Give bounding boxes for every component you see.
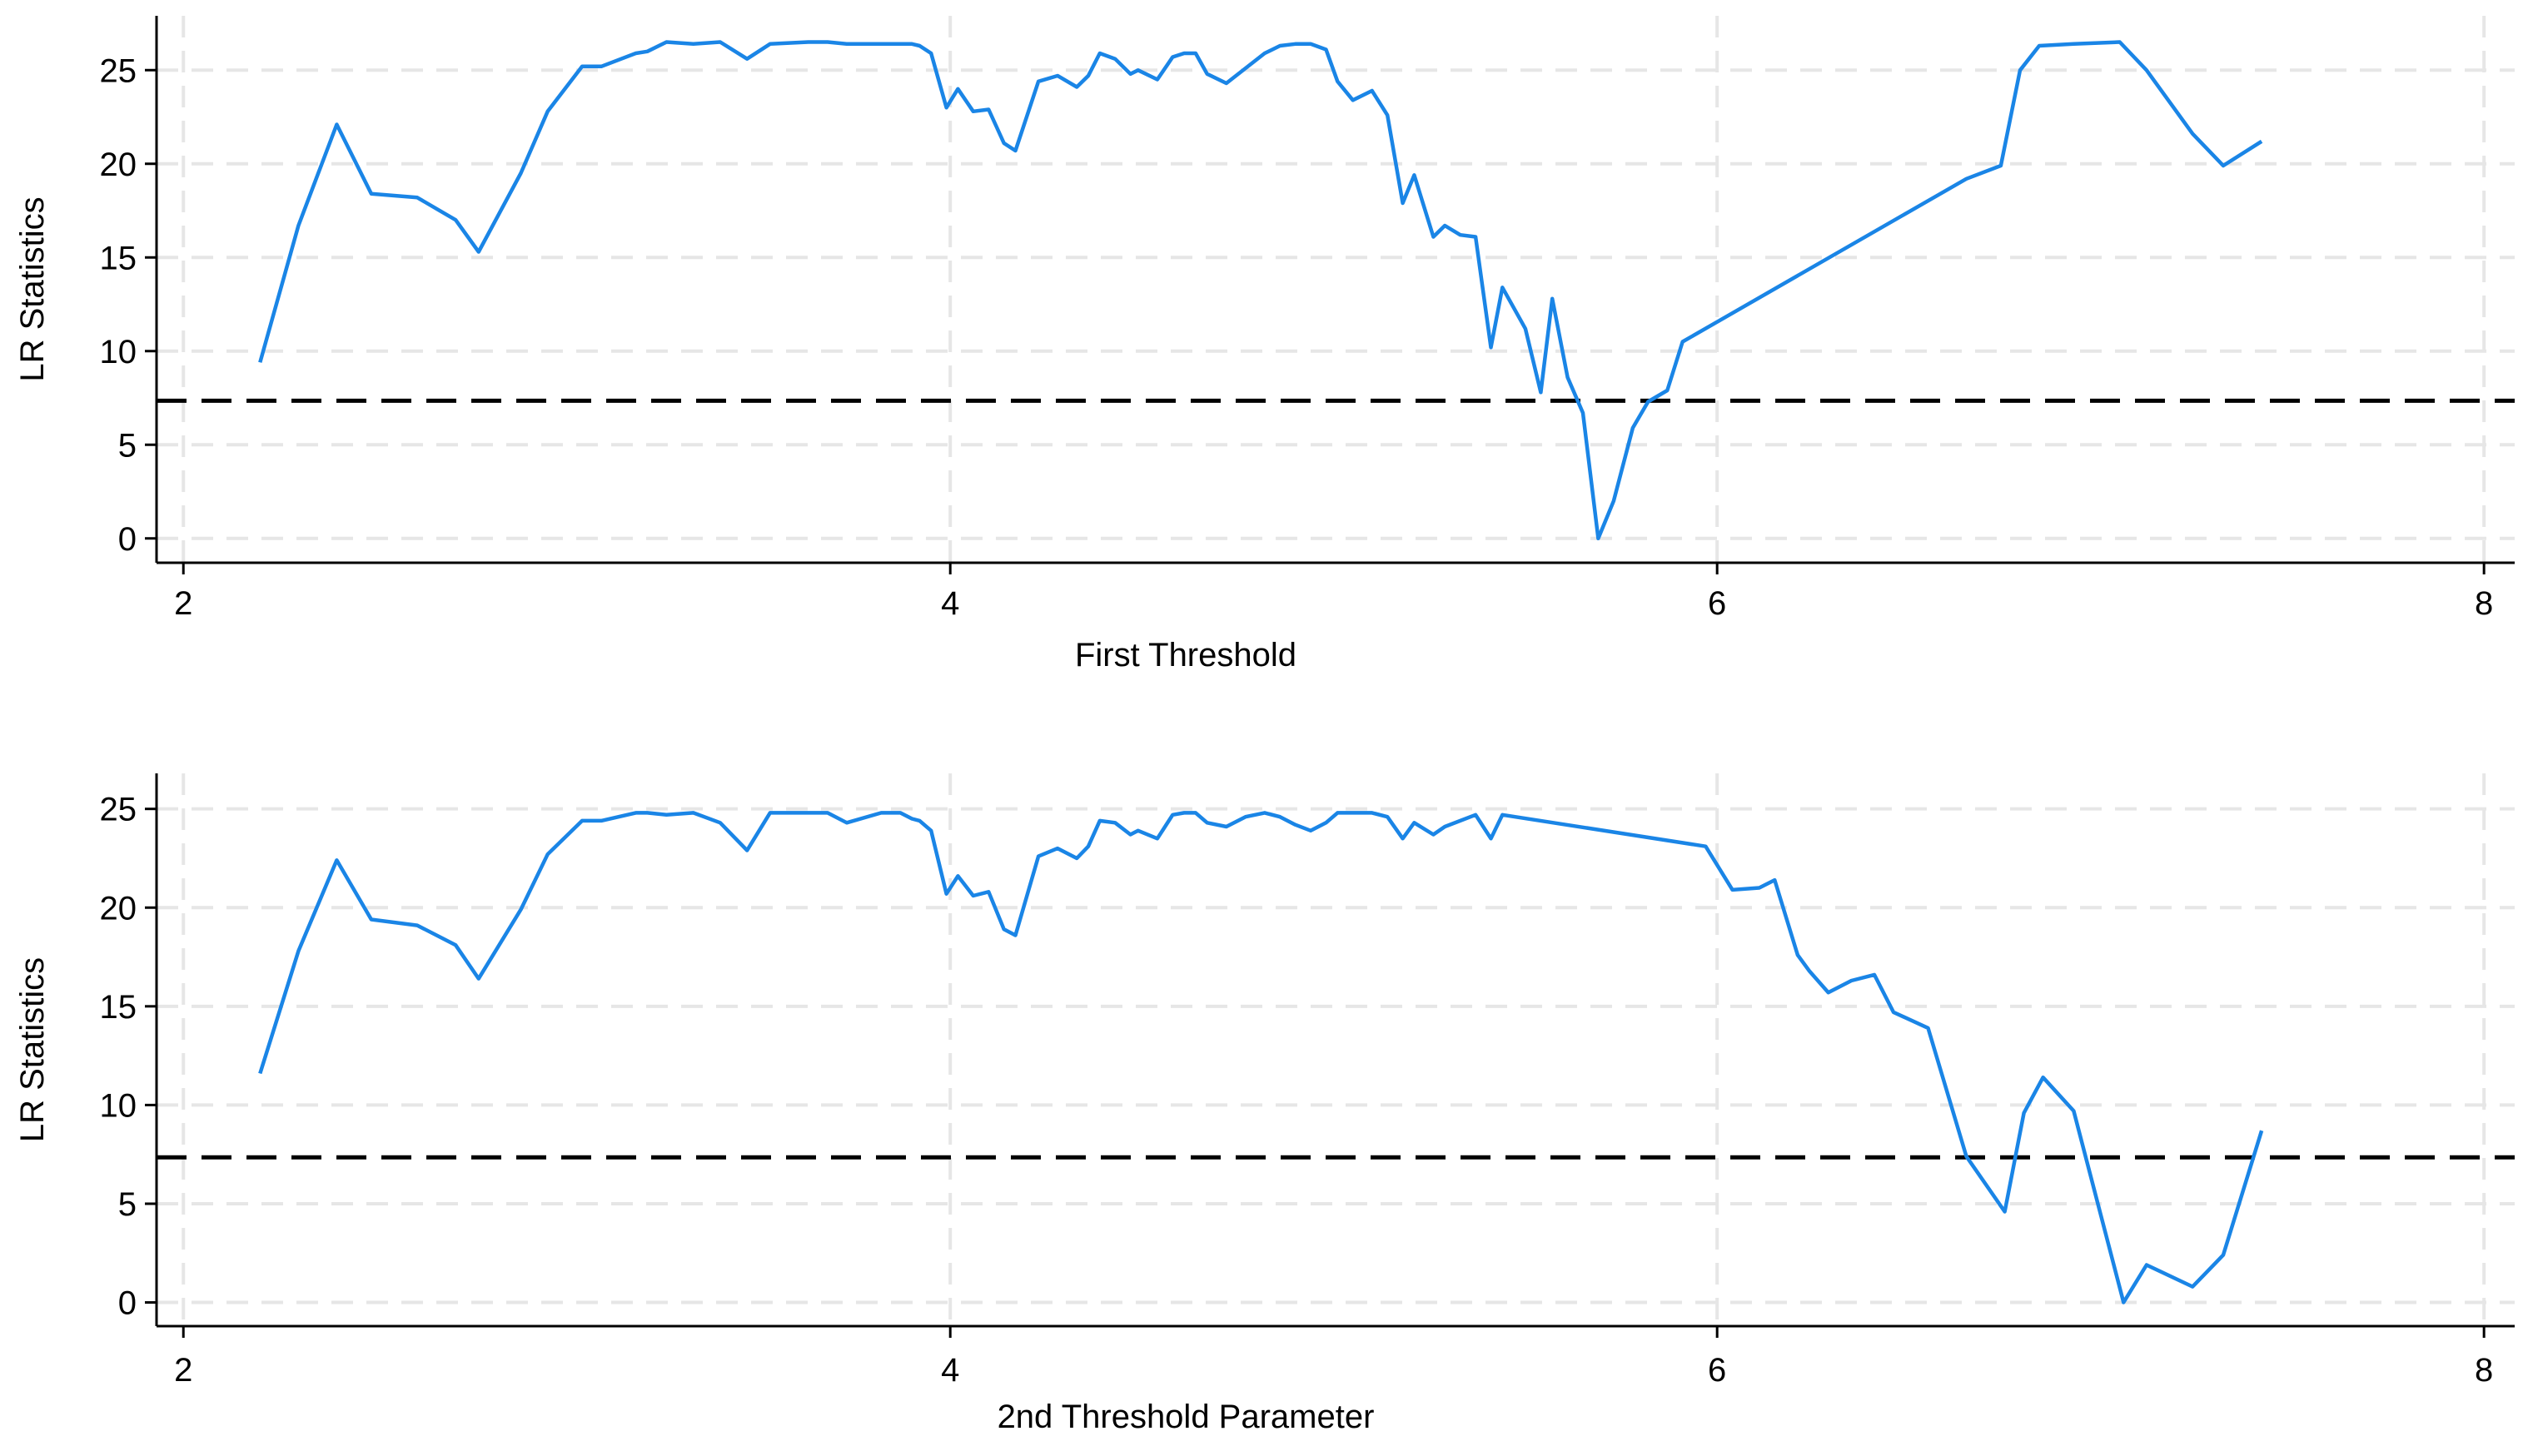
y-tick-label: 5: [118, 1186, 137, 1223]
y-tick-label: 15: [100, 989, 137, 1026]
y-axis-title: LR Statistics: [14, 196, 51, 381]
x-tick-label: 2: [174, 1352, 192, 1389]
y-tick-label: 10: [100, 334, 137, 370]
y-tick-label: 20: [100, 147, 137, 183]
x-axis-title: 2nd Threshold Parameter: [998, 1399, 1375, 1435]
y-tick-label: 5: [118, 427, 137, 464]
data-line: [258, 40, 2263, 541]
y-tick-label: 20: [100, 890, 137, 927]
y-tick-label: 0: [118, 521, 137, 558]
subplot: 0 5 10 15 20 25 2 4 6 8 First Threshold LR Statisti…: [14, 16, 2515, 673]
x-axis-title: First Threshold: [1075, 637, 1296, 673]
y-tick-label: 25: [100, 52, 137, 89]
x-tick-label: 8: [2475, 585, 2493, 622]
y-tick-label: 10: [100, 1087, 137, 1124]
x-tick-label: 6: [1708, 1352, 1726, 1389]
x-tick-label: 2: [174, 585, 192, 622]
y-tick-label: 25: [100, 792, 137, 828]
x-tick-label: 4: [941, 1352, 959, 1389]
y-axis-title: LR Statistics: [14, 957, 51, 1142]
y-tick-label: 15: [100, 240, 137, 276]
x-tick-label: 4: [941, 585, 959, 622]
subplot: 0 5 10 15 20 25 2 4 6 8 2nd Threshold Parameter LR …: [14, 773, 2515, 1435]
x-tick-label: 8: [2475, 1352, 2493, 1389]
x-tick-label: 6: [1708, 585, 1726, 622]
data-line: [258, 811, 2264, 1304]
y-tick-label: 0: [118, 1285, 137, 1322]
